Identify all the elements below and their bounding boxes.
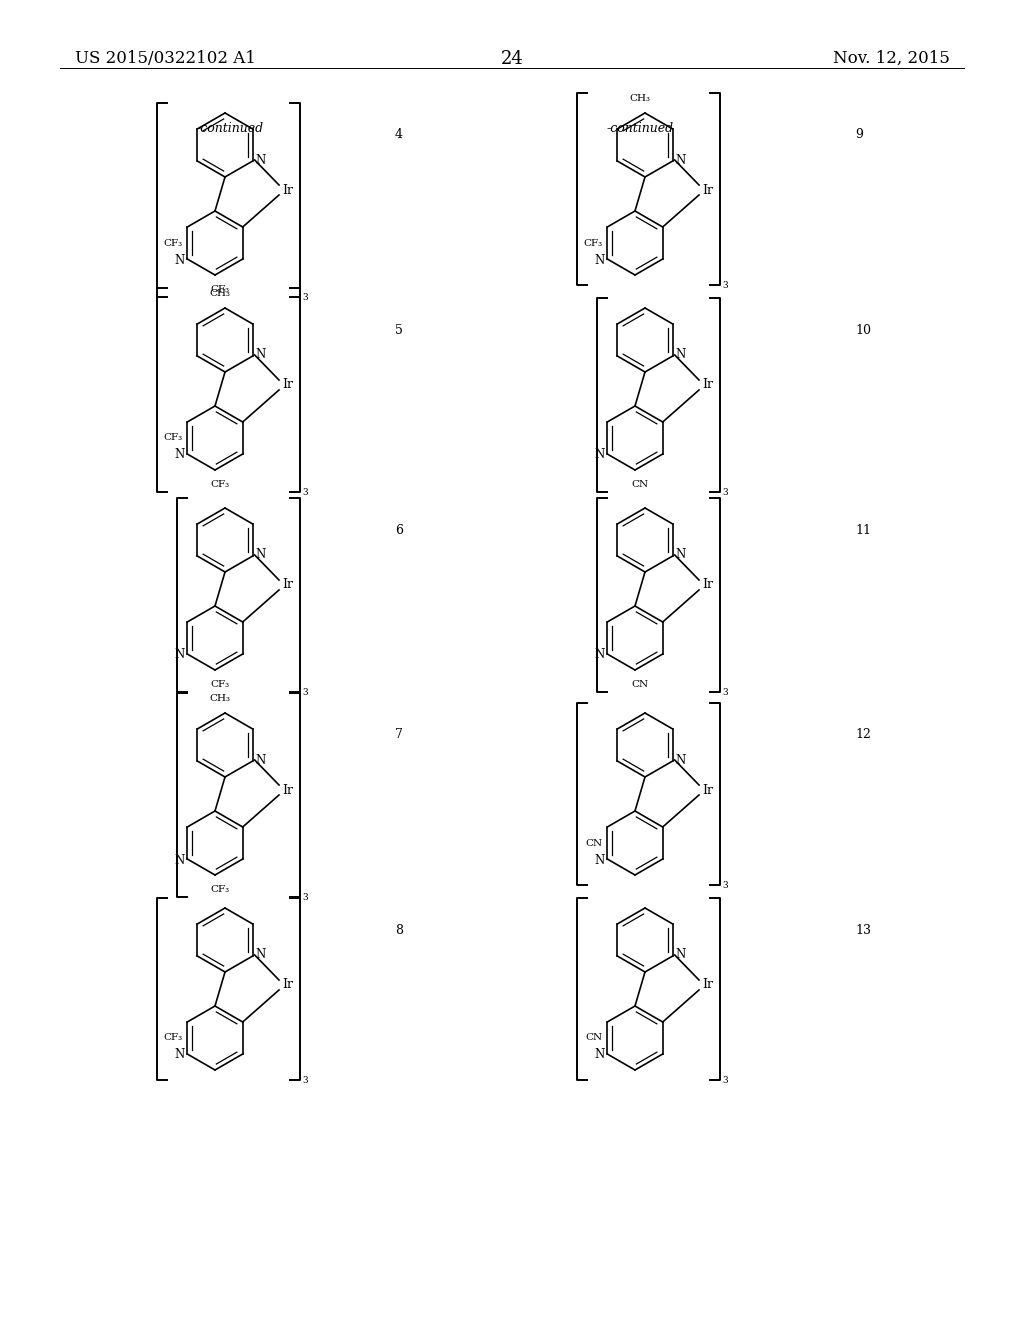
Text: -continued: -continued [197, 121, 263, 135]
Text: N: N [256, 949, 266, 961]
Text: Ir: Ir [282, 183, 293, 197]
Text: US 2015/0322102 A1: US 2015/0322102 A1 [75, 50, 256, 67]
Text: CF₃: CF₃ [163, 433, 182, 442]
Text: Ir: Ir [282, 784, 293, 796]
Text: Ir: Ir [702, 978, 713, 991]
Text: CF₃: CF₃ [583, 239, 602, 248]
Text: N: N [256, 153, 266, 166]
Text: N: N [594, 648, 604, 661]
Text: 6: 6 [395, 524, 403, 536]
Text: N: N [676, 153, 686, 166]
Text: CN: CN [632, 680, 648, 689]
Text: N: N [676, 754, 686, 767]
Text: CH₃: CH₃ [630, 94, 650, 103]
Text: N: N [256, 754, 266, 767]
Text: 7: 7 [395, 729, 402, 742]
Text: N: N [256, 348, 266, 362]
Text: 3: 3 [722, 488, 728, 498]
Text: N: N [676, 949, 686, 961]
Text: Nov. 12, 2015: Nov. 12, 2015 [834, 50, 950, 67]
Text: N: N [174, 253, 184, 267]
Text: CN: CN [585, 838, 602, 847]
Text: Ir: Ir [702, 578, 713, 591]
Text: 24: 24 [501, 50, 523, 69]
Text: CF₃: CF₃ [211, 680, 229, 689]
Text: N: N [594, 253, 604, 267]
Text: CF₃: CF₃ [163, 1034, 182, 1043]
Text: 12: 12 [855, 729, 870, 742]
Text: 3: 3 [722, 880, 728, 890]
Text: CH₃: CH₃ [210, 289, 230, 298]
Text: N: N [256, 549, 266, 561]
Text: CN: CN [585, 1034, 602, 1043]
Text: Ir: Ir [282, 978, 293, 991]
Text: N: N [174, 854, 184, 866]
Text: N: N [174, 648, 184, 661]
Text: 3: 3 [722, 688, 728, 697]
Text: CN: CN [632, 480, 648, 488]
Text: 8: 8 [395, 924, 403, 936]
Text: N: N [174, 449, 184, 462]
Text: 3: 3 [302, 488, 307, 498]
Text: N: N [676, 549, 686, 561]
Text: 13: 13 [855, 924, 871, 936]
Text: CF₃: CF₃ [163, 239, 182, 248]
Text: 3: 3 [302, 894, 307, 902]
Text: CF₃: CF₃ [211, 285, 229, 294]
Text: N: N [676, 348, 686, 362]
Text: N: N [174, 1048, 184, 1061]
Text: 10: 10 [855, 323, 871, 337]
Text: CF₃: CF₃ [211, 480, 229, 488]
Text: Ir: Ir [702, 183, 713, 197]
Text: N: N [594, 1048, 604, 1061]
Text: 11: 11 [855, 524, 871, 536]
Text: 4: 4 [395, 128, 403, 141]
Text: 3: 3 [722, 281, 728, 290]
Text: 3: 3 [302, 1076, 307, 1085]
Text: CH₃: CH₃ [210, 694, 230, 704]
Text: 3: 3 [302, 688, 307, 697]
Text: Ir: Ir [702, 379, 713, 392]
Text: N: N [594, 854, 604, 866]
Text: Ir: Ir [282, 379, 293, 392]
Text: Ir: Ir [282, 578, 293, 591]
Text: 3: 3 [722, 1076, 728, 1085]
Text: Ir: Ir [702, 784, 713, 796]
Text: 3: 3 [302, 293, 307, 302]
Text: 5: 5 [395, 323, 402, 337]
Text: N: N [594, 449, 604, 462]
Text: 9: 9 [855, 128, 863, 141]
Text: -continued: -continued [606, 121, 674, 135]
Text: CF₃: CF₃ [211, 884, 229, 894]
